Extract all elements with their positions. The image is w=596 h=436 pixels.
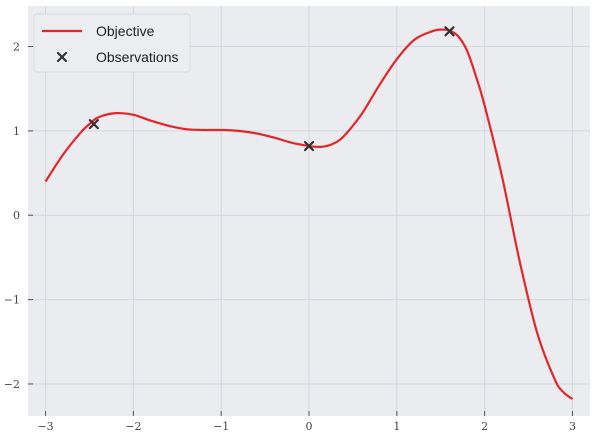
legend: Objective Observations bbox=[33, 13, 191, 73]
x-marker-stroke bbox=[303, 140, 315, 152]
observation-point bbox=[444, 26, 455, 37]
objective-line bbox=[44, 28, 574, 401]
y-tick-label: 2 bbox=[13, 40, 20, 53]
y-tick-label: −2 bbox=[4, 378, 20, 391]
legend-observations-marker bbox=[56, 51, 68, 63]
x-axis-tick-labels: −3 −2 −1 0 1 2 3 bbox=[37, 420, 575, 433]
x-tick-label: −3 bbox=[37, 420, 53, 433]
y-tick-label: 0 bbox=[13, 209, 20, 222]
x-tick-label: −1 bbox=[213, 420, 229, 433]
y-axis-tick-labels: −2 −1 0 1 2 bbox=[4, 40, 20, 390]
legend-objective-label: Objective bbox=[96, 23, 155, 39]
x-tick-label: −2 bbox=[125, 420, 141, 433]
y-tick-label: −1 bbox=[4, 294, 20, 307]
x-tick-label: 1 bbox=[393, 420, 400, 433]
grid bbox=[28, 6, 590, 416]
series-layer bbox=[44, 26, 574, 401]
x-tick-label: 0 bbox=[306, 420, 313, 433]
x-marker-stroke bbox=[88, 119, 99, 130]
y-tick-label: 1 bbox=[13, 125, 20, 138]
observation-point bbox=[88, 119, 99, 130]
x-marker-stroke bbox=[444, 26, 455, 37]
x-tick-label: 3 bbox=[569, 420, 576, 433]
observation-point bbox=[303, 140, 315, 152]
x-tick-label: 2 bbox=[481, 420, 488, 433]
legend-box bbox=[33, 13, 191, 73]
x-marker-stroke bbox=[56, 51, 68, 63]
tick-marks bbox=[28, 45, 573, 416]
legend-x-marker bbox=[56, 51, 68, 63]
legend-observations-label: Observations bbox=[96, 49, 178, 65]
